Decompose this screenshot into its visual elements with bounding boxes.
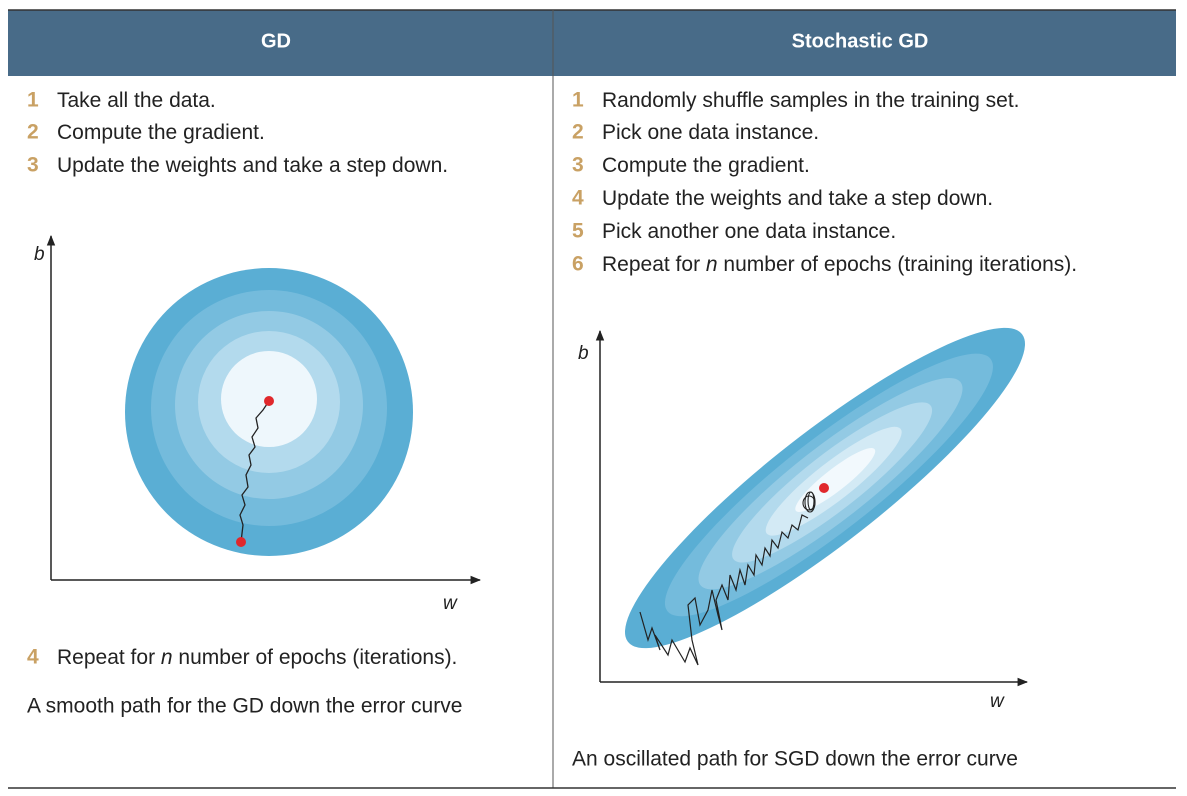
y-axis-label: b xyxy=(34,244,45,265)
step-number: 1 xyxy=(27,89,39,112)
step-text-part: Update the weights and take a step down. xyxy=(602,187,993,210)
header: GD xyxy=(261,30,291,52)
step-text: Update the weights and take a step down. xyxy=(602,187,993,210)
step-text-part: Pick one data instance. xyxy=(602,121,819,144)
step-text-part: n xyxy=(161,646,173,669)
step-number: 6 xyxy=(572,253,584,276)
step-text-part: Update the weights and take a step down. xyxy=(57,154,448,177)
step-number: 1 xyxy=(572,89,584,112)
step-text-part: Compute the gradient. xyxy=(57,121,265,144)
step-text: Repeat for n number of epochs (training … xyxy=(602,253,1077,276)
step-text-part: number of epochs (training iterations). xyxy=(718,253,1078,276)
step-number: 4 xyxy=(27,646,39,669)
minimum-point xyxy=(264,396,274,406)
y-axis-label: b xyxy=(578,343,589,364)
x-axis-label: w xyxy=(990,691,1005,712)
step-text-part: Compute the gradient. xyxy=(602,154,810,177)
contour xyxy=(795,448,876,512)
step-text: Pick another one data instance. xyxy=(602,220,896,243)
step-text-part: n xyxy=(706,253,718,276)
caption: An oscillated path for SGD down the erro… xyxy=(572,748,1018,771)
step-number: 2 xyxy=(572,121,584,144)
step-number: 2 xyxy=(27,121,39,144)
step-text: Randomly shuffle samples in the training… xyxy=(602,89,1020,112)
header: Stochastic GD xyxy=(792,30,929,52)
step-text-part: Repeat for xyxy=(57,646,161,669)
step-text: Compute the gradient. xyxy=(57,121,265,144)
step-text-part: Repeat for xyxy=(602,253,706,276)
descent-path xyxy=(239,400,270,543)
step-text-part: Pick another one data instance. xyxy=(602,220,896,243)
step-number: 3 xyxy=(27,154,39,177)
sgd-diagram: b w xyxy=(578,327,1029,712)
step-text: Pick one data instance. xyxy=(602,121,819,144)
gd-diagram: b w xyxy=(34,234,482,614)
step-text: Repeat for n number of epochs (iteration… xyxy=(57,646,457,669)
step-number: 3 xyxy=(572,154,584,177)
step-number: 5 xyxy=(572,220,584,243)
step-text-part: Randomly shuffle samples in the training… xyxy=(602,89,1020,112)
oscillation xyxy=(802,491,816,513)
step-number: 4 xyxy=(572,187,584,210)
step-text: Take all the data. xyxy=(57,89,216,112)
x-axis-label: w xyxy=(443,593,458,614)
descent-path xyxy=(639,514,809,666)
step-text-part: number of epochs (iterations). xyxy=(173,646,458,669)
header-band xyxy=(8,10,1176,76)
minimum-point xyxy=(819,483,829,493)
caption: A smooth path for the GD down the error … xyxy=(27,695,462,718)
step-text: Compute the gradient. xyxy=(602,154,810,177)
step-text: Update the weights and take a step down. xyxy=(57,154,448,177)
step-text-part: Take all the data. xyxy=(57,89,216,112)
start-point xyxy=(236,537,246,547)
